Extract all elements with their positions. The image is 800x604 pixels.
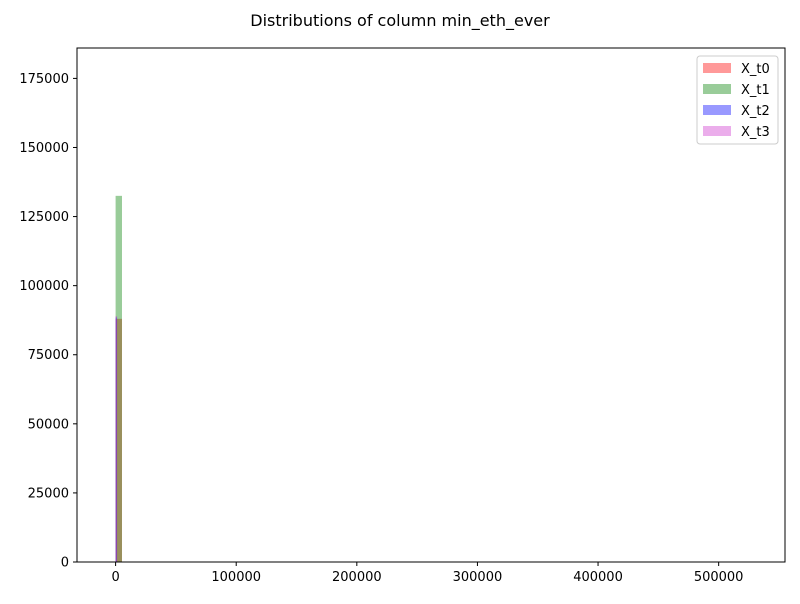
plot-frame	[76, 47, 786, 563]
y-tick-label: 150000	[19, 141, 69, 156]
legend-box	[696, 55, 779, 145]
legend-label: X_t1	[741, 83, 770, 98]
y-tick-label: 50000	[28, 417, 69, 432]
x-axis: 0 100000 200000 300000 400000 500000	[111, 562, 743, 585]
legend: X_t0 X_t1 X_t2 X_t3	[696, 55, 779, 145]
legend-swatch	[703, 63, 731, 73]
y-tick-label: 0	[61, 556, 69, 571]
x-tick-label: 500000	[694, 570, 744, 585]
legend-swatch	[703, 126, 731, 136]
chart-title: Distributions of column min_eth_ever	[250, 11, 550, 31]
y-axis: 0 25000 50000 75000 100000 125000 150000 175000	[19, 72, 77, 571]
y-tick-label: 125000	[19, 210, 69, 225]
y-tick-label: 25000	[28, 486, 69, 501]
x-tick-label: 200000	[332, 570, 382, 585]
y-tick-label: 175000	[19, 72, 69, 87]
x-tick-label: 0	[111, 570, 119, 585]
legend-label: X_t0	[741, 62, 770, 77]
y-tick-label: 75000	[28, 348, 69, 363]
legend-label: X_t2	[741, 104, 770, 119]
x-tick-label: 100000	[211, 570, 261, 585]
bar-x-t0-0	[115, 318, 122, 562]
x-tick-label: 300000	[453, 570, 503, 585]
legend-swatch	[703, 84, 731, 94]
bar-x-t3-0	[115, 316, 118, 562]
bar-x-t1-0	[115, 195, 122, 562]
bar-x-t2-0	[115, 317, 118, 562]
y-tick-label: 100000	[19, 279, 69, 294]
bars-layer	[115, 195, 122, 562]
x-tick-label: 400000	[573, 570, 623, 585]
legend-label: X_t3	[741, 125, 770, 140]
legend-swatch	[703, 105, 731, 115]
